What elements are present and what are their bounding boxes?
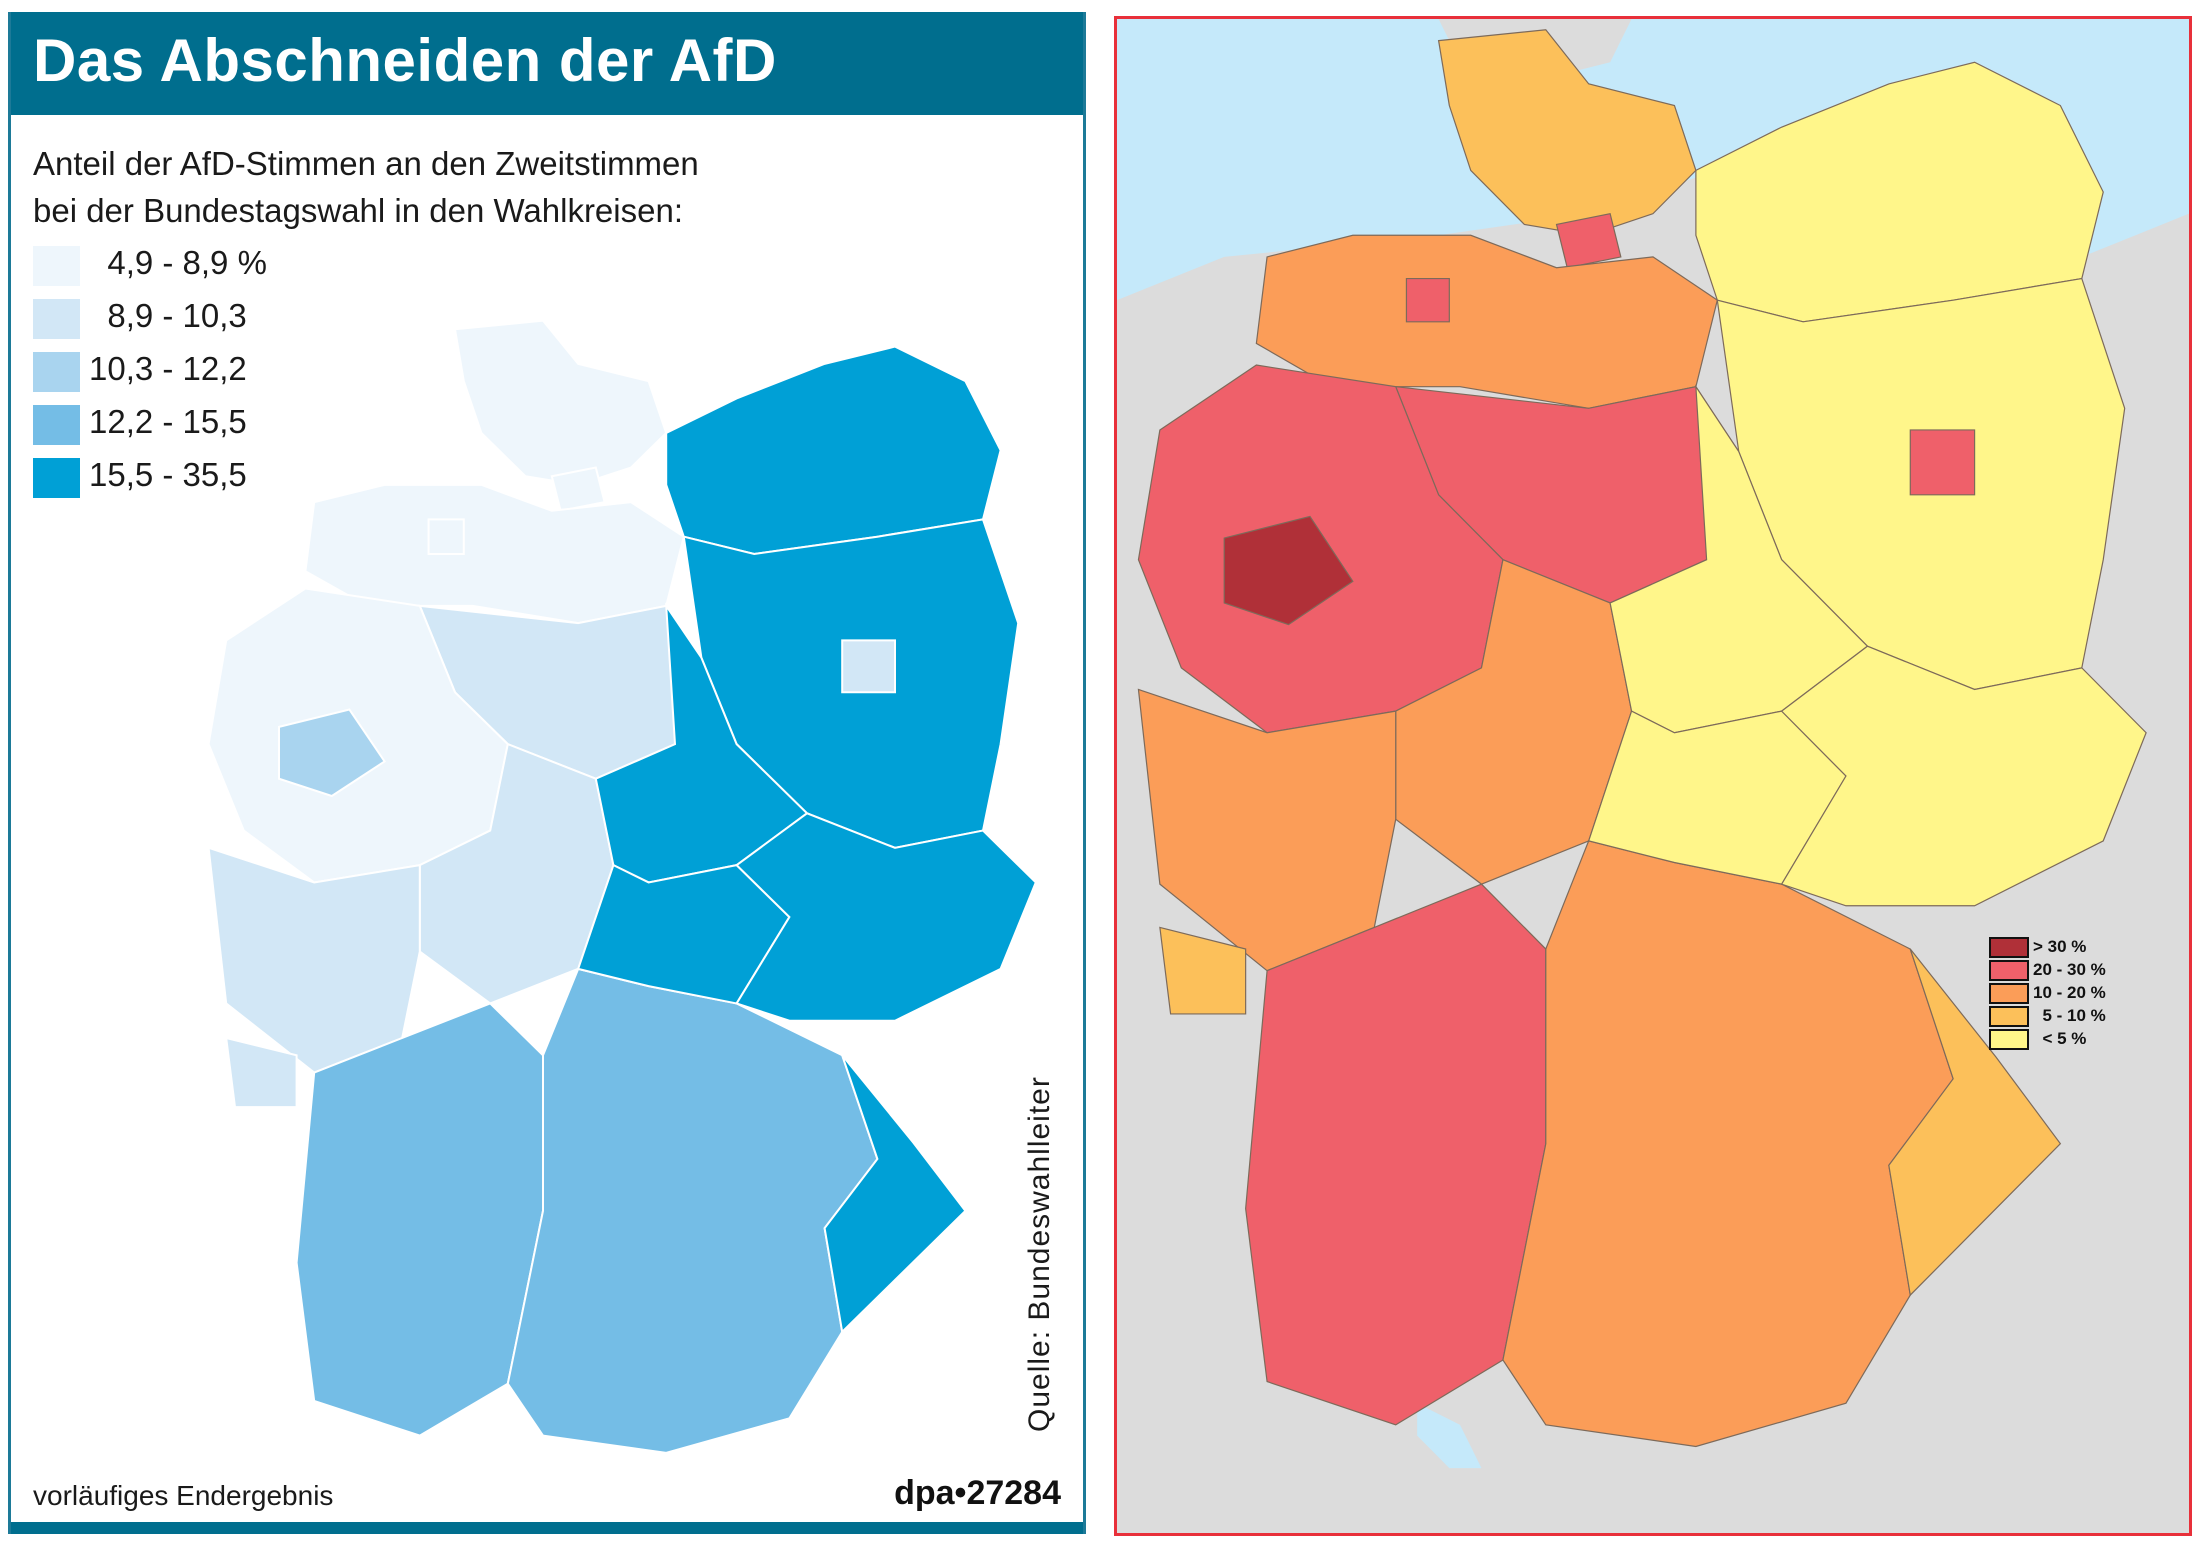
region-rheinland-pfalz bbox=[1138, 689, 1395, 970]
page-title: Das Abschneiden der AfD bbox=[33, 27, 777, 94]
left-choropleth-map bbox=[191, 312, 1071, 1522]
legend-label: 12,2 - 15,5 bbox=[89, 403, 247, 440]
legend-swatch bbox=[33, 352, 80, 392]
title-bar: Das Abschneiden der AfD bbox=[11, 12, 1083, 115]
region-hamburg bbox=[552, 468, 605, 511]
legend-label: 10 - 20 % bbox=[2033, 983, 2106, 1002]
right-choropleth-map bbox=[1117, 19, 2189, 1469]
legend-swatch bbox=[1989, 937, 2029, 958]
region-schleswig-holstein bbox=[455, 321, 666, 485]
region-bremen bbox=[1406, 279, 1449, 322]
region-sachsen bbox=[1782, 646, 2146, 906]
legend-swatch bbox=[1989, 960, 2029, 981]
footnote: vorläufiges Endergebnis bbox=[33, 1480, 334, 1511]
subtitle: Anteil der AfD-Stimmen an den Zweitstimm… bbox=[33, 140, 699, 234]
region-bremen bbox=[429, 519, 464, 554]
legend-label: < 5 % bbox=[2033, 1029, 2087, 1048]
legend-label: 10,3 - 12,2 bbox=[89, 350, 247, 387]
source-label: Quelle: Bundeswahlleiter bbox=[1023, 1076, 1056, 1432]
region-bayern bbox=[1503, 841, 1953, 1447]
legend-swatch bbox=[1989, 1006, 2029, 1027]
subtitle-line-2: bei der Bundestagswahl in den Wahlkreise… bbox=[33, 192, 683, 229]
lake-constance bbox=[1417, 1403, 1482, 1469]
region-mecklenburg-vorpommern bbox=[1696, 62, 2103, 322]
region-baden-württemberg bbox=[1246, 884, 1546, 1425]
region-sachsen bbox=[737, 813, 1036, 1020]
region-ostbayern bbox=[1889, 949, 2061, 1295]
region-ostbayern bbox=[825, 1055, 966, 1332]
legend-swatch bbox=[1989, 1029, 2029, 1050]
region-berlin bbox=[842, 640, 895, 692]
region-ruhrgebiet bbox=[1224, 516, 1353, 624]
legend-label: 15,5 - 35,5 bbox=[89, 456, 247, 493]
legend-swatch bbox=[1989, 983, 2029, 1004]
legend-label: 5 - 10 % bbox=[2033, 1006, 2106, 1025]
legend-swatch bbox=[33, 458, 80, 498]
region-schleswig-holstein bbox=[1439, 30, 1696, 235]
region-hamburg bbox=[1557, 214, 1621, 268]
legend-label: > 30 % bbox=[2033, 937, 2087, 956]
dpa-credit: dpa•27284 bbox=[894, 1474, 1061, 1512]
bottom-bar bbox=[11, 1522, 1083, 1534]
legend-swatch bbox=[33, 246, 80, 286]
legend-swatch bbox=[33, 299, 80, 339]
legend-swatch bbox=[33, 405, 80, 445]
left-infographic-panel: Das Abschneiden der AfD Anteil der AfD-S… bbox=[8, 12, 1086, 1534]
legend-label: 20 - 30 % bbox=[2033, 960, 2106, 979]
region-berlin bbox=[1910, 430, 1974, 495]
region-rheinland-pfalz bbox=[209, 848, 420, 1073]
region-mecklenburg-vorpommern bbox=[666, 347, 1000, 554]
legend-label: 4,9 - 8,9 % bbox=[89, 244, 267, 281]
region-baden-württemberg bbox=[297, 1003, 543, 1435]
right-map-panel: > 30 % 20 - 30 % 10 - 20 % 5 - 10 % < 5 % bbox=[1114, 16, 2192, 1536]
region-saarland bbox=[226, 1038, 296, 1107]
legend-label: 8,9 - 10,3 bbox=[89, 297, 247, 334]
region-saarland bbox=[1160, 927, 1246, 1014]
subtitle-line-1: Anteil der AfD-Stimmen an den Zweitstimm… bbox=[33, 145, 699, 182]
region-ruhrgebiet bbox=[279, 710, 385, 796]
region-bayern bbox=[508, 969, 878, 1453]
